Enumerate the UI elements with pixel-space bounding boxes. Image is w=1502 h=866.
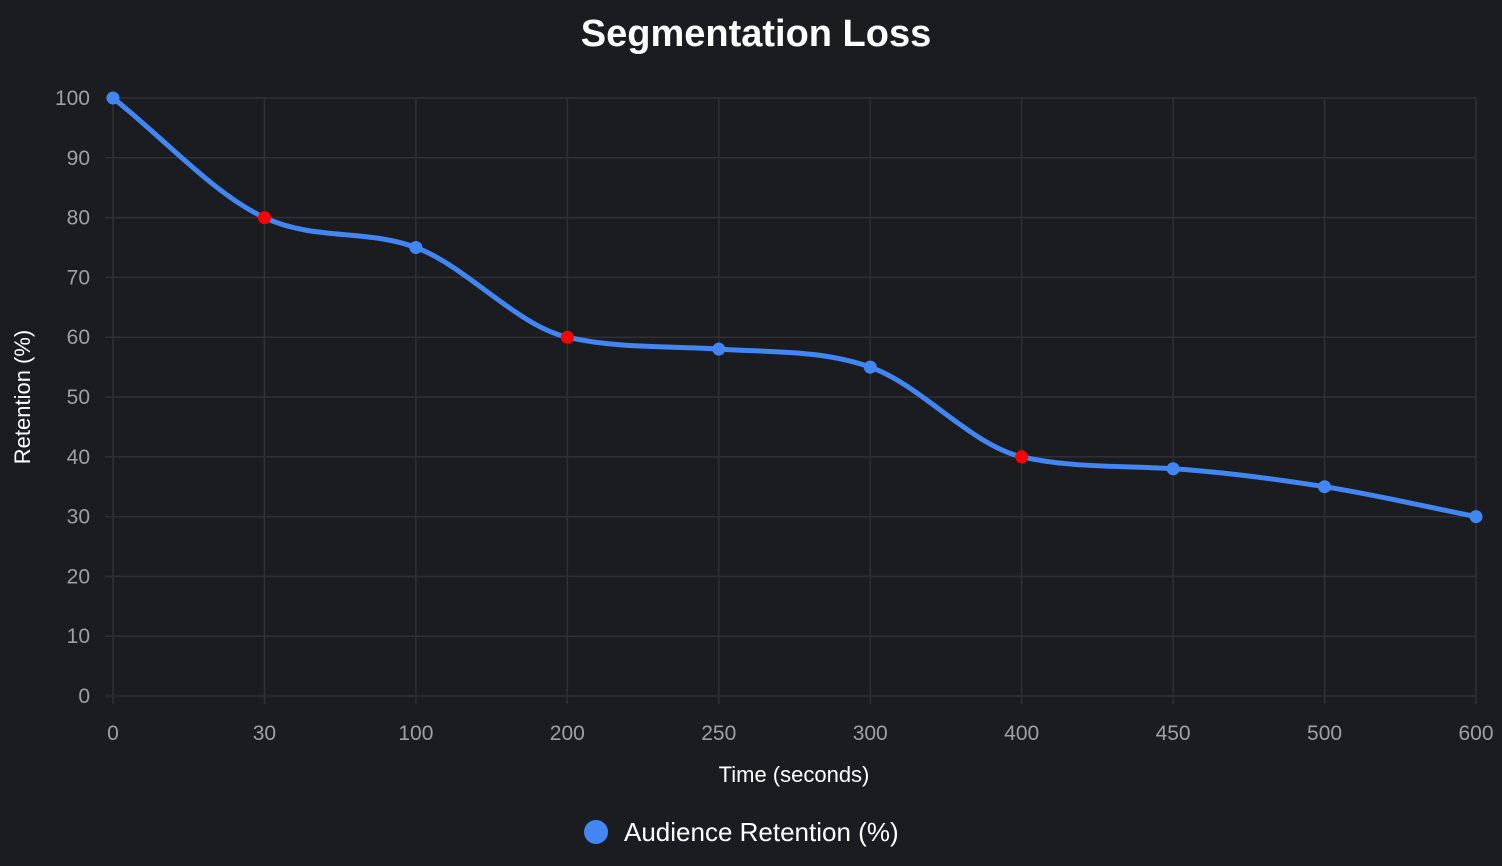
- y-tick-label: 50: [67, 386, 90, 409]
- y-tick-label: 30: [67, 506, 90, 529]
- x-tick-label: 450: [1156, 722, 1191, 745]
- y-tick-label: 70: [67, 266, 90, 289]
- series-line-audience-retention: [110, 95, 1479, 520]
- x-tick-label: 400: [1004, 722, 1039, 745]
- highlighted-data-point[interactable]: [560, 330, 574, 344]
- x-tick-label: 500: [1307, 722, 1342, 745]
- legend-label: Audience Retention (%): [624, 817, 899, 847]
- y-tick-label: 60: [67, 326, 90, 349]
- highlighted-data-point[interactable]: [1015, 450, 1029, 464]
- y-axis-label: Retention (%): [10, 330, 35, 465]
- y-tick-label: 20: [67, 565, 90, 588]
- x-tick-label: 250: [701, 722, 736, 745]
- x-tick-label: 200: [550, 722, 585, 745]
- grid: [105, 97, 1477, 704]
- data-point[interactable]: [1166, 462, 1180, 476]
- data-point[interactable]: [863, 360, 877, 374]
- data-points: [106, 91, 1483, 524]
- data-point[interactable]: [1469, 510, 1483, 524]
- y-tick-label: 40: [67, 446, 90, 469]
- x-tick-label: 600: [1458, 722, 1493, 745]
- x-tick-label: 30: [253, 722, 276, 745]
- y-tick-label: 80: [67, 207, 90, 230]
- data-point[interactable]: [1318, 480, 1332, 494]
- x-tick-label: 300: [853, 722, 888, 745]
- data-point[interactable]: [106, 91, 120, 105]
- data-point[interactable]: [409, 241, 423, 254]
- x-axis-ticks: 0 30 100 200 250 300 400 450 500 600: [107, 722, 1493, 745]
- x-tick-label: 0: [107, 722, 119, 745]
- x-axis-label: Time (seconds): [719, 762, 870, 787]
- y-tick-label: 100: [55, 87, 90, 110]
- highlighted-data-point[interactable]: [257, 211, 271, 225]
- y-tick-label: 10: [67, 625, 90, 648]
- y-tick-label: 0: [78, 685, 90, 708]
- chart-title: Segmentation Loss: [581, 13, 932, 55]
- legend-marker: [584, 820, 608, 844]
- y-axis-ticks: 0 10 20 30 40 50 60 70 80 90 100: [55, 87, 90, 708]
- data-point[interactable]: [712, 342, 726, 356]
- y-tick-label: 90: [67, 147, 90, 170]
- legend[interactable]: Audience Retention (%): [584, 817, 899, 847]
- x-tick-label: 100: [398, 722, 433, 745]
